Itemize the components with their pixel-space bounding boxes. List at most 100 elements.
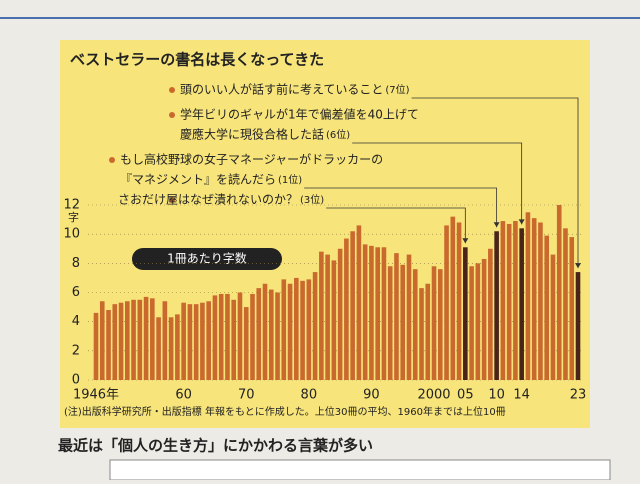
annotation-rank: (6位) <box>326 128 350 141</box>
bar <box>362 244 368 380</box>
y-tick-label: 10 <box>63 227 80 242</box>
bar <box>356 225 362 380</box>
x-tick-label: 05 <box>457 388 474 403</box>
bar <box>218 293 224 380</box>
bar <box>531 218 537 380</box>
bar <box>112 304 118 380</box>
x-tick-label: 70 <box>238 388 255 403</box>
leader-line <box>326 207 466 244</box>
x-tick-label: 60 <box>175 388 192 403</box>
bar <box>519 228 524 380</box>
bar <box>481 258 487 380</box>
annotation-text: さおだけ屋はなぜ潰れないのか？ <box>118 193 298 207</box>
note: (注)出版科学研究所・出版指標 年報をもとに作成した。上位30冊の平均、1960… <box>64 405 506 418</box>
bar <box>337 248 343 380</box>
annotation-text: 『マネジメント』を読んだら <box>120 172 276 187</box>
bar <box>387 266 393 380</box>
bar <box>200 302 205 380</box>
bar <box>225 293 230 380</box>
bar <box>556 205 562 380</box>
annotation-text: 慶應大学に現役合格した話 <box>180 127 324 142</box>
bar <box>331 260 337 380</box>
annotation-rank: (7位) <box>385 83 409 96</box>
bar <box>475 263 481 380</box>
bar <box>412 269 418 380</box>
leader-line <box>411 97 579 269</box>
bar <box>294 277 299 380</box>
bar <box>231 299 237 380</box>
bar <box>137 299 143 380</box>
y-tick-label: 12 <box>63 198 80 213</box>
x-tick-label: 90 <box>363 388 380 403</box>
arrowhead <box>462 238 469 244</box>
bar <box>569 237 575 380</box>
subheading: 最近は「個人の生き方」にかかわる言葉が多い <box>58 437 373 455</box>
y-tick-label: 0 <box>72 373 80 388</box>
bar <box>168 317 174 380</box>
bullet <box>109 157 115 163</box>
bar <box>431 266 437 380</box>
bar <box>369 245 374 380</box>
bar <box>181 302 186 380</box>
x-tick-label: 1946年 <box>73 388 119 403</box>
bar <box>131 299 136 380</box>
bar <box>381 247 387 380</box>
bar <box>425 283 431 380</box>
bar <box>99 301 105 380</box>
bar <box>212 295 218 380</box>
x-tick-label: 2000 <box>417 388 450 403</box>
bar <box>344 238 349 380</box>
bar <box>394 253 399 380</box>
y-tick-label: 8 <box>72 256 80 271</box>
bar <box>150 298 155 380</box>
y-tick-label: 4 <box>72 314 80 329</box>
bar <box>175 314 180 380</box>
x-tick-label: 80 <box>301 388 318 403</box>
bullet <box>169 87 175 93</box>
chart-title: ベストセラーの書名は長くなってきた <box>70 51 324 69</box>
bar <box>187 304 193 380</box>
bar <box>281 279 287 380</box>
y-unit: 字 <box>68 210 79 224</box>
bar <box>319 251 324 380</box>
bar <box>444 225 449 380</box>
bar <box>193 304 199 380</box>
bar <box>162 301 168 380</box>
bar <box>106 310 111 380</box>
bar <box>400 264 406 380</box>
bar <box>243 307 249 380</box>
y-tick-label: 2 <box>72 343 80 358</box>
bar <box>437 269 443 380</box>
bar <box>544 235 550 380</box>
annotation-text: 学年ビリのギャルが1年で偏差値を40上げて <box>180 107 419 122</box>
bar <box>287 283 293 380</box>
bar <box>488 248 493 380</box>
bar <box>506 223 512 380</box>
bar <box>463 247 468 380</box>
bar <box>456 222 462 380</box>
bar <box>500 221 506 380</box>
leader-line <box>304 187 498 228</box>
bar <box>450 216 456 380</box>
bar <box>237 292 243 380</box>
bar <box>156 317 161 380</box>
bar <box>469 266 474 380</box>
bar <box>143 296 149 380</box>
bar <box>93 312 99 380</box>
arrowhead <box>575 263 581 269</box>
bar <box>525 212 531 380</box>
bar <box>262 283 268 380</box>
bar <box>350 231 355 380</box>
bar <box>118 302 124 380</box>
bar <box>124 301 130 380</box>
bar <box>206 301 211 380</box>
annotation-text: 頭のいい人が話す前に考えていること <box>180 82 383 97</box>
leader-line <box>352 142 523 225</box>
next-box <box>109 459 611 481</box>
bar <box>538 222 543 380</box>
label-pill <box>132 248 282 270</box>
bar <box>306 279 312 380</box>
bar <box>300 280 305 380</box>
x-tick-label: 10 <box>488 388 505 403</box>
